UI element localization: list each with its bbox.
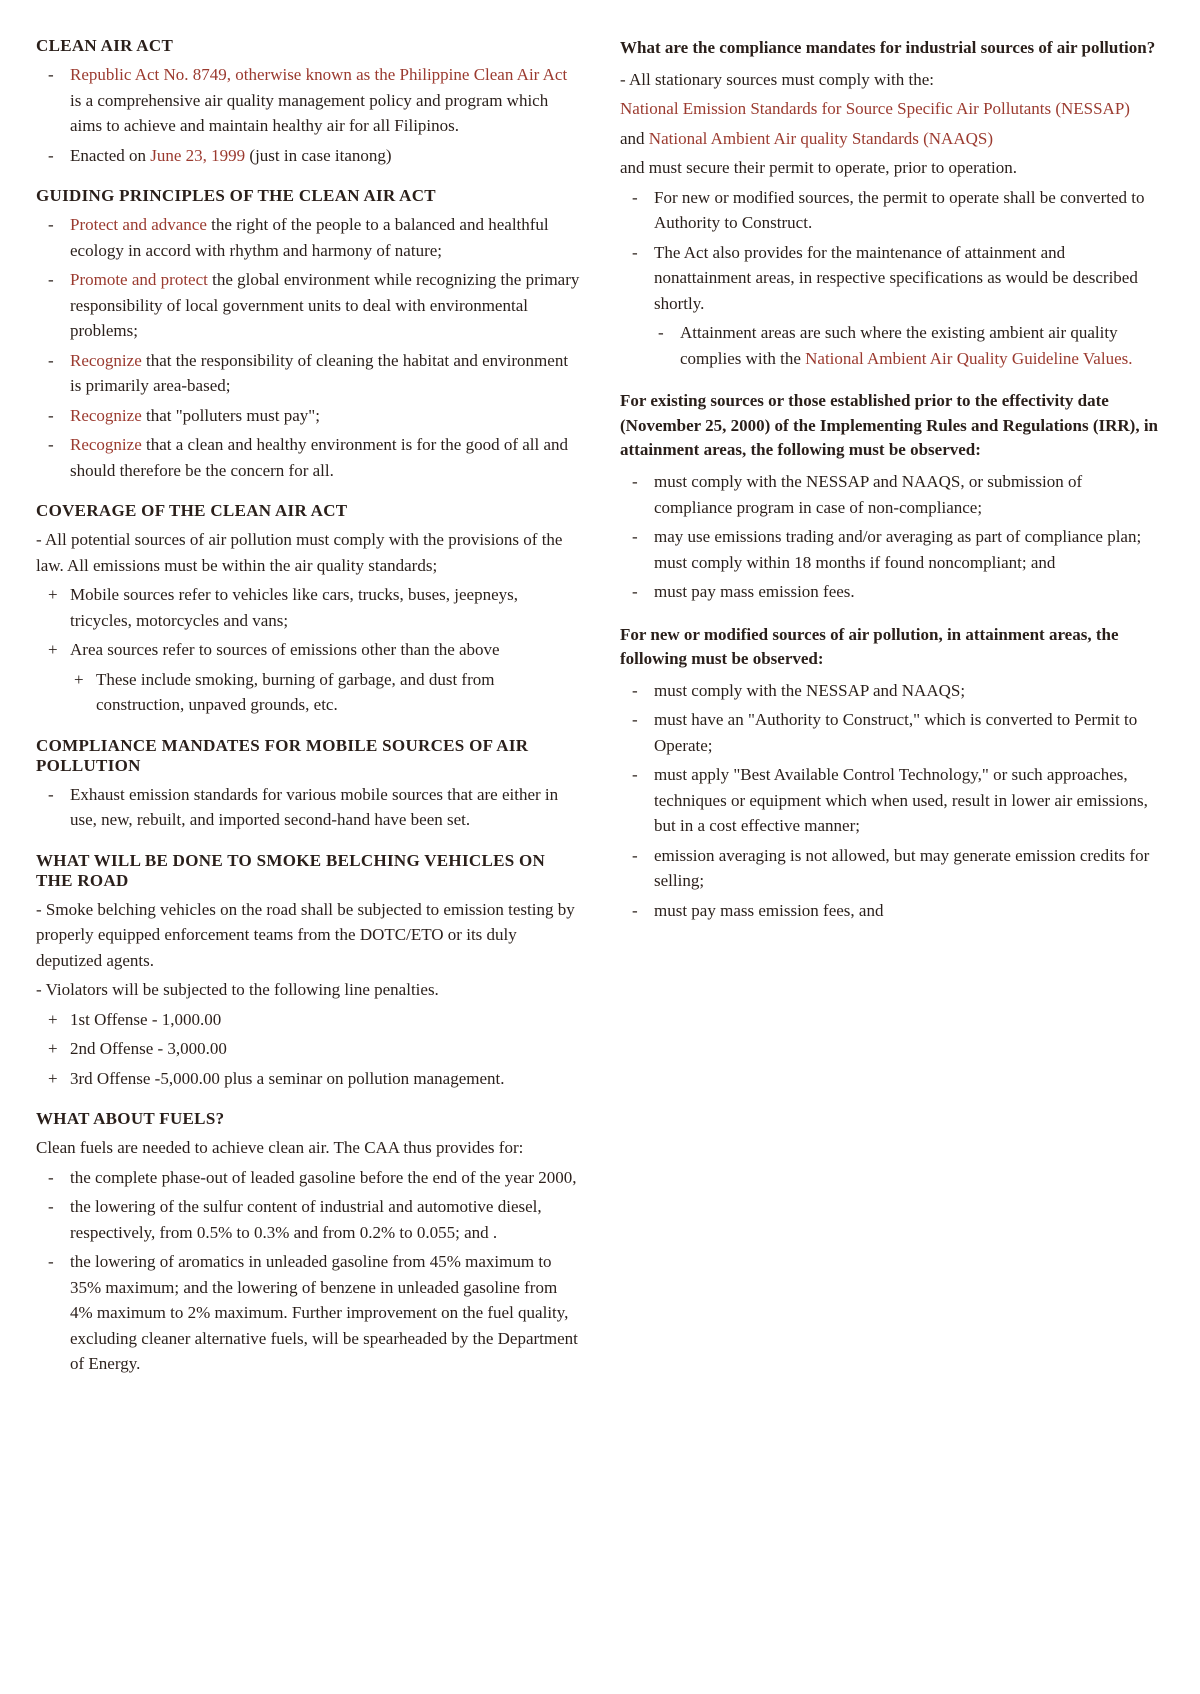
list-item: must comply with the NESSAP and NAAQS; [654,678,1164,704]
list-item: may use emissions trading and/or averagi… [654,524,1164,575]
heading-exist: For existing sources or those establishe… [620,389,1164,463]
list-item: Republic Act No. 8749, otherwise known a… [70,62,580,139]
list-item: Protect and advance the right of the peo… [70,212,580,263]
list-item: Area sources refer to sources of emissio… [70,637,580,663]
text: is a comprehensive air quality managemen… [70,91,548,136]
list-item: Recognize that "polluters must pay"; [70,403,580,429]
text: and [620,129,649,148]
highlight-text: National Ambient Air Quality Guideline V… [805,349,1132,368]
list-ind-nested: Attainment areas are such where the exis… [620,320,1164,371]
paragraph: and must secure their permit to operate,… [620,155,1164,181]
list-cov-nested: These include smoking, burning of garbag… [36,667,580,718]
highlight-text: Recognize [70,351,142,370]
paragraph: - All potential sources of air pollution… [36,527,580,578]
heading-gp: GUIDING PRINCIPLES OF THE CLEAN AIR ACT [36,186,580,206]
highlight-text: Promote and protect [70,270,208,289]
text: Enacted on [70,146,150,165]
section-smoke-belching: WHAT WILL BE DONE TO SMOKE BELCHING VEHI… [36,851,580,1092]
heading-cov: COVERAGE OF THE CLEAN AIR ACT [36,501,580,521]
highlight-text: Republic Act No. 8749, otherwise known a… [70,65,567,84]
highlight-text: National Ambient Air quality Standards (… [649,129,993,148]
list-item: the complete phase-out of leaded gasolin… [70,1165,580,1191]
text: that "polluters must pay"; [142,406,320,425]
list-item: must have an "Authority to Construct," w… [654,707,1164,758]
list-item: 1st Offense - 1,000.00 [70,1007,580,1033]
highlight-text: Protect and advance [70,215,207,234]
paragraph: and National Ambient Air quality Standar… [620,126,1164,152]
section-guiding-principles: GUIDING PRINCIPLES OF THE CLEAN AIR ACT … [36,186,580,483]
list-item: Recognize that a clean and healthy envir… [70,432,580,483]
list-item: must pay mass emission fees. [654,579,1164,605]
text: that the responsibility of cleaning the … [70,351,568,396]
section-compliance-mobile: COMPLIANCE MANDATES FOR MOBILE SOURCES O… [36,736,580,833]
heading-caa: CLEAN AIR ACT [36,36,580,56]
list-item: The Act also provides for the maintenanc… [654,240,1164,317]
list-item: For new or modified sources, the permit … [654,185,1164,236]
section-fuels: WHAT ABOUT FUELS? Clean fuels are needed… [36,1109,580,1377]
list-item: the lowering of the sulfur content of in… [70,1194,580,1245]
list-item: Exhaust emission standards for various m… [70,782,580,833]
heading-fuels: WHAT ABOUT FUELS? [36,1109,580,1129]
highlight-text: Recognize [70,435,142,454]
list-item: Promote and protect the global environme… [70,267,580,344]
list-item: Recognize that the responsibility of cle… [70,348,580,399]
list-item: Attainment areas are such where the exis… [680,320,1164,371]
list-item: Enacted on June 23, 1999 (just in case i… [70,143,580,169]
list-fuels: the complete phase-out of leaded gasolin… [36,1165,580,1377]
list-exist: must comply with the NESSAP and NAAQS, o… [620,469,1164,605]
section-new: For new or modified sources of air pollu… [620,623,1164,924]
list-item: 2nd Offense - 3,000.00 [70,1036,580,1062]
list-new: must comply with the NESSAP and NAAQS; m… [620,678,1164,924]
list-caa: Republic Act No. 8749, otherwise known a… [36,62,580,168]
list-item: Mobile sources refer to vehicles like ca… [70,582,580,633]
section-existing: For existing sources or those establishe… [620,389,1164,604]
highlight-text: National Emission Standards for Source S… [620,96,1164,122]
text: that a clean and healthy environment is … [70,435,568,480]
list-item: emission averaging is not allowed, but m… [654,843,1164,894]
heading-new: For new or modified sources of air pollu… [620,623,1164,672]
list-cm: Exhaust emission standards for various m… [36,782,580,833]
heading-sb: WHAT WILL BE DONE TO SMOKE BELCHING VEHI… [36,851,580,891]
heading-ind: What are the compliance mandates for ind… [620,36,1164,61]
list-item: must apply "Best Available Control Techn… [654,762,1164,839]
list-item: These include smoking, burning of garbag… [96,667,580,718]
section-industrial: What are the compliance mandates for ind… [620,36,1164,371]
list-cov: Mobile sources refer to vehicles like ca… [36,582,580,663]
list-ind: For new or modified sources, the permit … [620,185,1164,317]
list-item: must comply with the NESSAP and NAAQS, o… [654,469,1164,520]
list-item: the lowering of aromatics in unleaded ga… [70,1249,580,1377]
highlight-text: June 23, 1999 [150,146,245,165]
list-sb: 1st Offense - 1,000.00 2nd Offense - 3,0… [36,1007,580,1092]
paragraph: - Violators will be subjected to the fol… [36,977,580,1003]
list-gp: Protect and advance the right of the peo… [36,212,580,483]
paragraph: Clean fuels are needed to achieve clean … [36,1135,580,1161]
document-page: CLEAN AIR ACT Republic Act No. 8749, oth… [36,36,1164,1658]
section-coverage: COVERAGE OF THE CLEAN AIR ACT - All pote… [36,501,580,718]
heading-cm: COMPLIANCE MANDATES FOR MOBILE SOURCES O… [36,736,580,776]
section-clean-air-act: CLEAN AIR ACT Republic Act No. 8749, oth… [36,36,580,168]
highlight-text: Recognize [70,406,142,425]
paragraph: - Smoke belching vehicles on the road sh… [36,897,580,974]
list-item: must pay mass emission fees, and [654,898,1164,924]
text: (just in case itanong) [245,146,391,165]
list-item: 3rd Offense -5,000.00 plus a seminar on … [70,1066,580,1092]
paragraph: - All stationary sources must comply wit… [620,67,1164,93]
